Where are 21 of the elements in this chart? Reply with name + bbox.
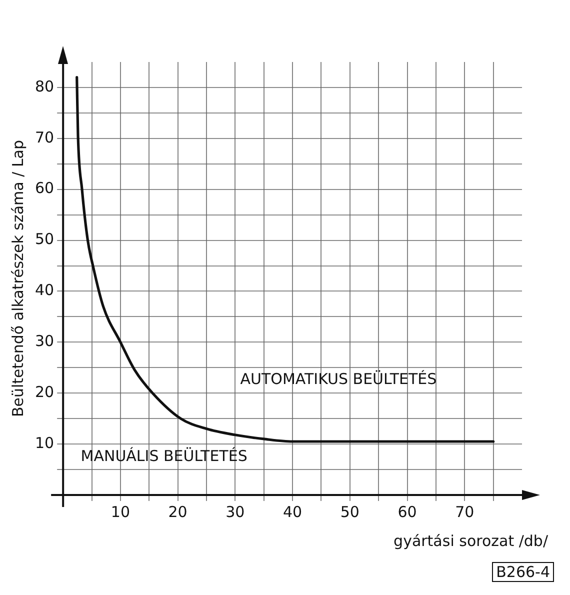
x-tick-label: 60 [398,502,417,521]
x-tick-label: 10 [110,502,130,521]
y-tick-label: 80 [34,77,54,96]
annotation: MANUÁLIS BEÜLTETÉS [80,446,248,465]
x-tick-label: 30 [226,502,245,521]
x-tick-label: 70 [455,502,474,521]
x-tick-label: 50 [340,502,360,521]
y-tick-label: 70 [34,128,54,146]
y-tick-label: 40 [34,281,54,300]
x-axis-title: gyártási sorozat /db/ [394,532,548,550]
y-axis-title: Beültetendő alkatrészek száma / Lap [8,140,27,418]
y-tick-label: 10 [34,434,54,452]
annotation: AUTOMATIKUS BEÜLTETÉS [240,370,437,388]
x-tick-label: 20 [168,502,188,521]
y-tick-label: 20 [34,383,54,402]
x-tick-label: 40 [282,502,302,521]
y-tick-label: 60 [34,179,54,198]
line-series [76,76,495,443]
y-tick-label: 30 [34,332,54,350]
text: B266-4 [492,562,554,582]
y-tick-label: 50 [34,230,54,248]
